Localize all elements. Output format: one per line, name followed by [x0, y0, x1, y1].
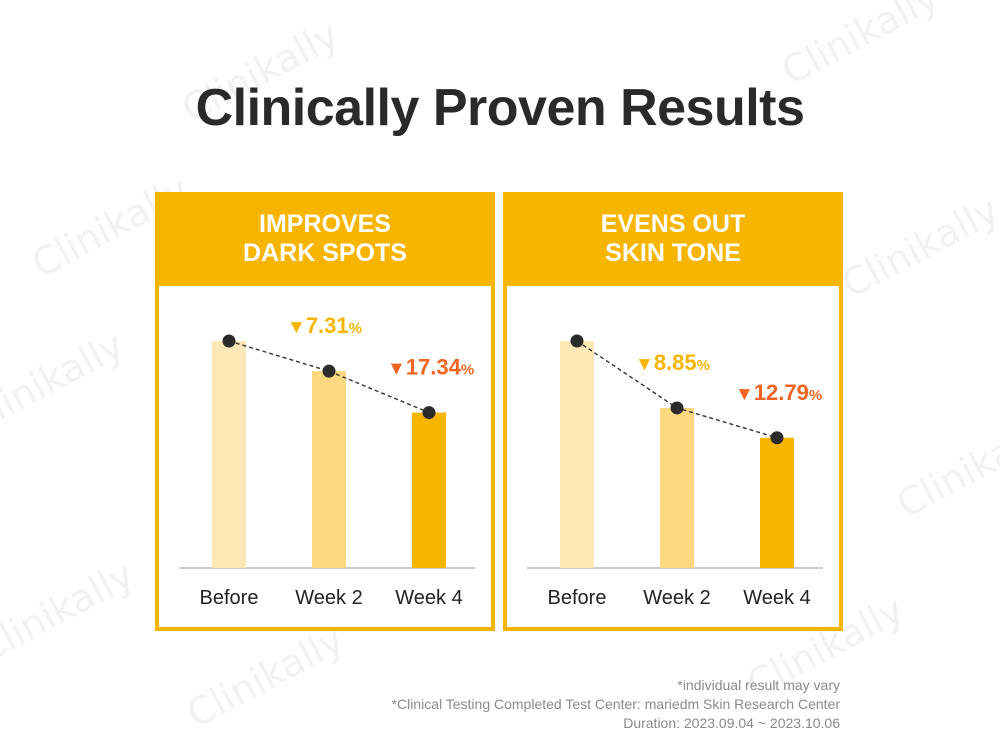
category-label: Before — [200, 587, 259, 609]
panel-title-line: DARK SPOTS — [243, 239, 407, 267]
down-arrow-icon: ▼ — [735, 384, 754, 405]
page-title: Clinically Proven Results — [195, 79, 805, 137]
chart-area: Before Week 2 Week 4 ▼7.31% ▼17.34% — [159, 286, 491, 627]
change-value: 8.85 — [654, 350, 697, 375]
change-unit: % — [349, 320, 362, 337]
category-label: Week 2 — [295, 587, 362, 609]
down-arrow-icon: ▼ — [287, 317, 306, 338]
change-value: 17.34 — [406, 355, 462, 380]
skin-tone-panel: EVENS OUT SKIN TONE Before Week 2 Week 4 ▼8… — [503, 192, 843, 631]
category-label: Week 4 — [743, 587, 810, 609]
change-label: ▼8.85% — [635, 350, 710, 375]
change-label: ▼12.79% — [735, 380, 822, 405]
change-unit: % — [697, 357, 710, 374]
footnote: *Clinical Testing Completed Test Center:… — [391, 696, 840, 712]
bar — [760, 437, 794, 568]
watermark: Clinikally — [0, 322, 131, 442]
change-unit: % — [809, 387, 822, 404]
footnote: *individual result may vary — [677, 677, 840, 693]
category-label: Before — [548, 587, 607, 609]
watermark: Clinikally — [0, 552, 141, 672]
data-point — [222, 334, 236, 348]
down-arrow-icon: ▼ — [635, 354, 654, 375]
bar — [312, 371, 346, 568]
footnotes: *individual result may vary *Clinical Te… — [392, 676, 840, 733]
data-point — [322, 364, 336, 378]
data-point — [570, 334, 584, 348]
data-point — [770, 431, 784, 445]
watermark: Clinikally — [179, 617, 351, 737]
change-unit: % — [461, 362, 474, 379]
footnote: Duration: 2023.09.04 ~ 2023.10.06 — [623, 715, 840, 731]
bar — [412, 412, 446, 568]
bar — [560, 341, 594, 568]
change-value: 12.79 — [754, 380, 809, 405]
panel-title-line: EVENS OUT — [600, 210, 746, 238]
data-point — [670, 401, 684, 415]
down-arrow-icon: ▼ — [387, 359, 406, 380]
panel-title-line: IMPROVES — [259, 210, 391, 238]
change-label: ▼7.31% — [287, 313, 362, 338]
dark-spots-chart: Before Week 2 Week 4▼7.31%▼17.34% — [179, 313, 475, 609]
change-value: 7.31 — [306, 313, 349, 338]
data-point — [422, 406, 436, 420]
watermark: Clinikally — [834, 187, 1000, 307]
chart-area: Before Week 2 Week 4 ▼8.85% ▼12.79% — [507, 286, 839, 627]
watermark: Clinikally — [889, 407, 1000, 527]
change-label: ▼17.34% — [387, 355, 474, 380]
category-label: Week 4 — [395, 587, 462, 609]
bar — [212, 341, 246, 568]
category-label: Week 2 — [643, 587, 710, 609]
skin-tone-chart: Before Week 2 Week 4▼8.85%▼12.79% — [527, 334, 823, 609]
panel-title-line: SKIN TONE — [605, 239, 741, 267]
panel-header: EVENS OUT SKIN TONE — [503, 192, 843, 286]
dark-spots-panel: IMPROVES DARK SPOTS Before Week 2 Week 4 ▼7… — [155, 192, 495, 631]
panel-header: IMPROVES DARK SPOTS — [155, 192, 495, 286]
bar — [660, 407, 694, 568]
trend-line — [228, 340, 430, 414]
